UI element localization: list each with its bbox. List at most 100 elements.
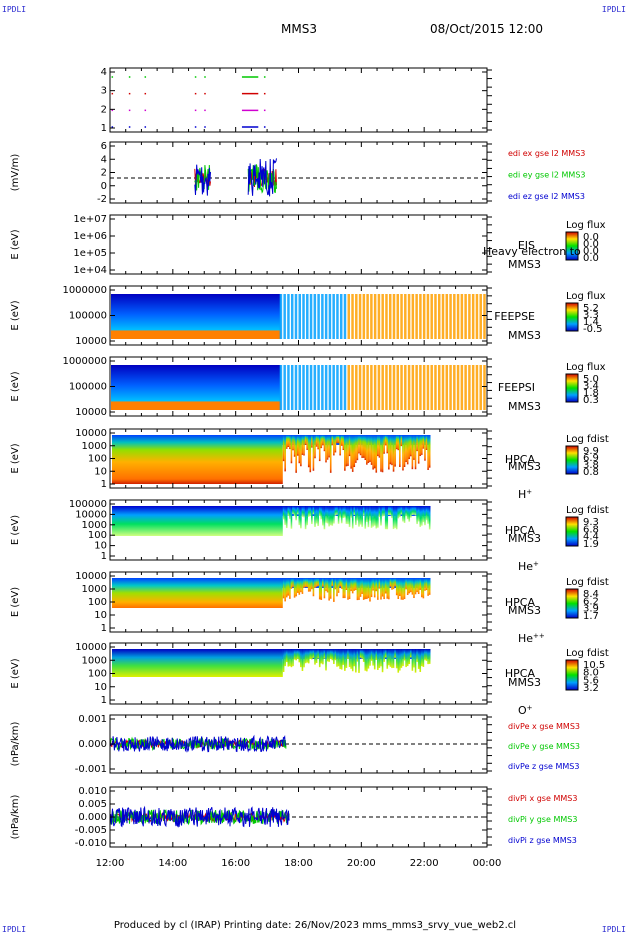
heatmap-column xyxy=(422,649,425,667)
colorbar-title-eis: Log flux xyxy=(566,220,606,231)
heatmap-column xyxy=(400,435,403,447)
heatmap-column xyxy=(292,506,294,515)
heatmap-column xyxy=(307,435,310,468)
heatmap-column xyxy=(339,435,341,456)
heatmap-stripe xyxy=(317,294,320,339)
spacecraft-label-feepse: MMS3 xyxy=(508,329,541,342)
heatmap-column xyxy=(309,435,312,473)
heatmap-column xyxy=(427,649,429,665)
heatmap-stripe xyxy=(445,365,449,410)
panel-feepsi xyxy=(111,365,486,410)
heatmap-column xyxy=(397,649,400,673)
heatmap-column xyxy=(419,578,422,590)
panel-frame-burst xyxy=(109,67,488,133)
heatmap-column xyxy=(389,506,392,516)
heatmap-stripe xyxy=(437,294,441,339)
heatmap-column xyxy=(408,506,411,522)
heatmap-stripe xyxy=(449,365,452,410)
heatmap-column xyxy=(334,649,337,661)
y-tick-label: 1 xyxy=(101,479,107,490)
heatmap-column xyxy=(383,435,385,454)
heatmap-stripe xyxy=(479,365,482,410)
y-tick-label: 1000000 xyxy=(62,285,107,296)
heatmap-stripe xyxy=(283,365,286,410)
heatmap-column xyxy=(427,435,429,470)
heatmap-column xyxy=(318,578,321,600)
heatmap-column xyxy=(405,578,407,590)
heatmap-column xyxy=(322,649,324,665)
heatmap-stripe xyxy=(483,294,486,339)
heatmap-column xyxy=(375,506,378,529)
heatmap-column xyxy=(397,435,400,451)
heatmap-stripe xyxy=(411,294,415,339)
heatmap-column xyxy=(389,435,392,465)
y-tick-label: 0.001 xyxy=(78,714,107,725)
colorbar-tick-label: 0.0 xyxy=(583,246,599,257)
heatmap-block xyxy=(112,506,283,536)
heatmap-column xyxy=(359,435,362,456)
series-divpi-2 xyxy=(109,805,290,828)
heatmap-column xyxy=(389,578,392,587)
y-tick-label: 100 xyxy=(88,454,107,465)
heatmap-column xyxy=(395,506,398,530)
heatmap-column xyxy=(386,435,389,454)
heatmap-column xyxy=(326,506,329,524)
heatmap-stripe xyxy=(306,294,309,339)
heatmap-column xyxy=(394,506,396,528)
heatmap-column xyxy=(425,506,428,521)
heatmap-column xyxy=(315,578,318,587)
heatmap-column xyxy=(351,578,354,594)
heatmap-column xyxy=(315,435,318,447)
colorbar-tick-label: 0.8 xyxy=(583,467,599,478)
heatmap-stripe xyxy=(468,365,471,410)
heatmap-stripe xyxy=(471,365,475,410)
colorbar-tick-label: 3.3 xyxy=(583,310,599,321)
heatmap-column xyxy=(312,578,315,597)
heatmap-stripe xyxy=(456,365,460,410)
heatmap-column xyxy=(289,506,291,519)
heatmap-column xyxy=(331,649,334,661)
heatmap-stripe xyxy=(407,294,411,339)
heatmap-column xyxy=(301,506,304,517)
heatmap-column xyxy=(342,506,345,519)
heatmap-column xyxy=(411,649,414,671)
heatmap-stripe xyxy=(400,294,403,339)
y-tick-label: 3 xyxy=(101,86,107,97)
heatmap-column xyxy=(428,435,431,468)
heatmap-stripe xyxy=(381,365,384,410)
heatmap-stripe xyxy=(475,294,479,339)
heatmap-stripe xyxy=(370,294,373,339)
heatmap-stripe xyxy=(313,365,317,410)
heatmap-stripe xyxy=(283,294,286,339)
heatmap-column xyxy=(421,578,423,598)
heatmap-column xyxy=(381,506,384,517)
heatmap-column xyxy=(416,578,418,593)
heatmap-stripe xyxy=(309,294,313,339)
colorbar-tick-label: 10.5 xyxy=(583,660,605,671)
heatmap-stripe xyxy=(279,365,283,410)
heatmap-column xyxy=(345,435,348,467)
heatmap-stripe xyxy=(324,294,328,339)
heatmap-column xyxy=(293,435,296,457)
heatmap-column xyxy=(369,435,371,462)
heatmap-column xyxy=(359,649,362,658)
colorbar-tick-label: 3.4 xyxy=(583,381,599,392)
heatmap-stripe xyxy=(396,294,400,339)
heatmap-stripe xyxy=(475,365,479,410)
heatmap-column xyxy=(386,506,389,530)
heatmap-column xyxy=(417,506,420,522)
y-tick-label: 100000 xyxy=(69,311,107,322)
colorbar-title-hpca_o: Log fdist xyxy=(566,648,609,659)
heatmap-column xyxy=(348,578,351,600)
heatmap-column xyxy=(370,506,373,528)
heatmap-column xyxy=(403,435,406,468)
heatmap-stripe xyxy=(411,365,415,410)
heatmap-column xyxy=(298,578,301,595)
footer-credits: Produced by cl (IRAP) Printing date: 26/… xyxy=(113,920,517,931)
heatmap-column xyxy=(296,649,299,659)
legend-entry: divPe x gse MMS3 xyxy=(508,722,580,731)
heatmap-column xyxy=(422,578,425,599)
heatmap-stripe xyxy=(396,365,400,410)
species-charge: + xyxy=(527,704,533,712)
heatmap-column xyxy=(397,578,400,599)
